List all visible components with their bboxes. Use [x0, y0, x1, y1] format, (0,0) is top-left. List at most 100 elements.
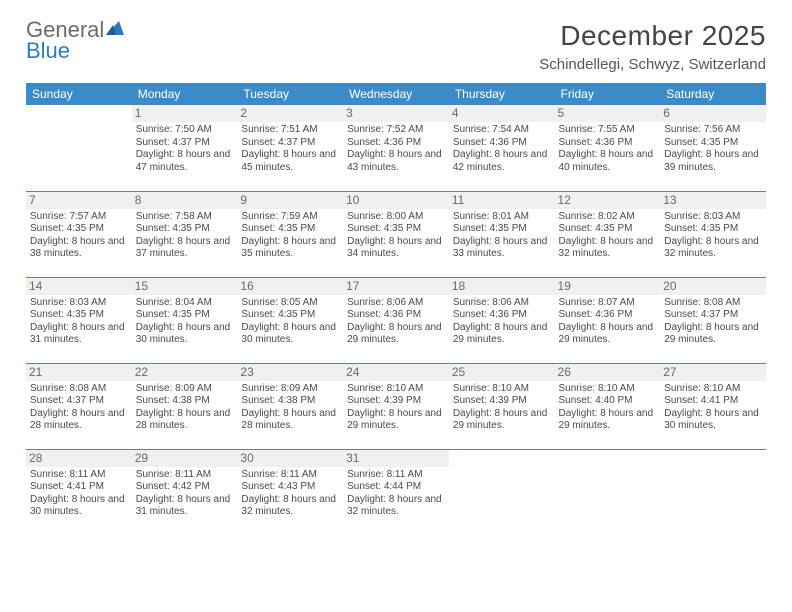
calendar-cell: 24Sunrise: 8:10 AMSunset: 4:39 PMDayligh…	[343, 363, 449, 449]
daylight-line: Daylight: 8 hours and 34 minutes.	[347, 236, 445, 261]
calendar-cell: 7Sunrise: 7:57 AMSunset: 4:35 PMDaylight…	[26, 191, 132, 277]
calendar-cell: 29Sunrise: 8:11 AMSunset: 4:42 PMDayligh…	[132, 449, 238, 535]
daylight-line: Daylight: 8 hours and 28 minutes.	[241, 408, 339, 433]
daylight-line: Daylight: 8 hours and 32 minutes.	[664, 236, 762, 261]
sunset-line: Sunset: 4:35 PM	[347, 223, 445, 236]
sunrise-line: Sunrise: 7:50 AM	[136, 124, 234, 137]
calendar-cell: 27Sunrise: 8:10 AMSunset: 4:41 PMDayligh…	[660, 363, 766, 449]
calendar-week: 1Sunrise: 7:50 AMSunset: 4:37 PMDaylight…	[26, 105, 766, 191]
day-number: 7	[26, 192, 132, 209]
sunset-line: Sunset: 4:41 PM	[664, 395, 762, 408]
day-number: 3	[343, 105, 449, 122]
daylight-line: Daylight: 8 hours and 40 minutes.	[559, 149, 657, 174]
calendar-week: 7Sunrise: 7:57 AMSunset: 4:35 PMDaylight…	[26, 191, 766, 277]
day-number: 19	[555, 278, 661, 295]
daylight-line: Daylight: 8 hours and 39 minutes.	[664, 149, 762, 174]
calendar-cell: 28Sunrise: 8:11 AMSunset: 4:41 PMDayligh…	[26, 449, 132, 535]
sunset-line: Sunset: 4:36 PM	[347, 309, 445, 322]
sunset-line: Sunset: 4:35 PM	[559, 223, 657, 236]
day-number: 23	[237, 364, 343, 381]
daylight-line: Daylight: 8 hours and 29 minutes.	[347, 322, 445, 347]
sunrise-line: Sunrise: 8:09 AM	[136, 383, 234, 396]
day-number: 27	[660, 364, 766, 381]
day-number: 13	[660, 192, 766, 209]
day-number: 17	[343, 278, 449, 295]
sunrise-line: Sunrise: 8:09 AM	[241, 383, 339, 396]
sunrise-line: Sunrise: 8:00 AM	[347, 211, 445, 224]
day-number: 20	[660, 278, 766, 295]
sunset-line: Sunset: 4:39 PM	[453, 395, 551, 408]
sunrise-line: Sunrise: 7:55 AM	[559, 124, 657, 137]
sunrise-line: Sunrise: 8:11 AM	[136, 469, 234, 482]
sunrise-line: Sunrise: 8:05 AM	[241, 297, 339, 310]
sunrise-line: Sunrise: 7:57 AM	[30, 211, 128, 224]
calendar-cell: 10Sunrise: 8:00 AMSunset: 4:35 PMDayligh…	[343, 191, 449, 277]
weekday-header: Thursday	[449, 83, 555, 105]
day-number: 4	[449, 105, 555, 122]
sunset-line: Sunset: 4:39 PM	[347, 395, 445, 408]
sunset-line: Sunset: 4:42 PM	[136, 481, 234, 494]
daylight-line: Daylight: 8 hours and 47 minutes.	[136, 149, 234, 174]
daylight-line: Daylight: 8 hours and 32 minutes.	[241, 494, 339, 519]
day-number: 1	[132, 105, 238, 122]
sunrise-line: Sunrise: 8:03 AM	[30, 297, 128, 310]
sunset-line: Sunset: 4:36 PM	[559, 137, 657, 150]
calendar-cell: 11Sunrise: 8:01 AMSunset: 4:35 PMDayligh…	[449, 191, 555, 277]
daylight-line: Daylight: 8 hours and 30 minutes.	[30, 494, 128, 519]
sunrise-line: Sunrise: 7:56 AM	[664, 124, 762, 137]
month-title: December 2025	[539, 20, 766, 52]
calendar-cell: 6 Sunrise: 7:56 AMSunset: 4:35 PMDaylight…	[660, 105, 766, 191]
daylight-line: Daylight: 8 hours and 42 minutes.	[453, 149, 551, 174]
sunrise-line: Sunrise: 8:10 AM	[664, 383, 762, 396]
daylight-line: Daylight: 8 hours and 30 minutes.	[241, 322, 339, 347]
sunrise-line: Sunrise: 7:58 AM	[136, 211, 234, 224]
daylight-line: Daylight: 8 hours and 37 minutes.	[136, 236, 234, 261]
logo-mark-icon	[106, 18, 124, 39]
sunset-line: Sunset: 4:41 PM	[30, 481, 128, 494]
sunset-line: Sunset: 4:35 PM	[241, 309, 339, 322]
weekday-header: Wednesday	[343, 83, 449, 105]
sunset-line: Sunset: 4:38 PM	[241, 395, 339, 408]
day-number: 12	[555, 192, 661, 209]
day-number: 30	[237, 450, 343, 467]
sunrise-line: Sunrise: 8:06 AM	[453, 297, 551, 310]
sunset-line: Sunset: 4:35 PM	[241, 223, 339, 236]
calendar-cell: 12Sunrise: 8:02 AMSunset: 4:35 PMDayligh…	[555, 191, 661, 277]
calendar-cell: 15Sunrise: 8:04 AMSunset: 4:35 PMDayligh…	[132, 277, 238, 363]
daylight-line: Daylight: 8 hours and 31 minutes.	[30, 322, 128, 347]
sunrise-line: Sunrise: 8:08 AM	[664, 297, 762, 310]
sunset-line: Sunset: 4:36 PM	[453, 137, 551, 150]
daylight-line: Daylight: 8 hours and 29 minutes.	[559, 322, 657, 347]
calendar-cell: 4Sunrise: 7:54 AMSunset: 4:36 PMDaylight…	[449, 105, 555, 191]
daylight-line: Daylight: 8 hours and 38 minutes.	[30, 236, 128, 261]
sunset-line: Sunset: 4:37 PM	[30, 395, 128, 408]
calendar-cell: 8Sunrise: 7:58 AMSunset: 4:35 PMDaylight…	[132, 191, 238, 277]
calendar-week: 14Sunrise: 8:03 AMSunset: 4:35 PMDayligh…	[26, 277, 766, 363]
sunrise-line: Sunrise: 8:04 AM	[136, 297, 234, 310]
daylight-line: Daylight: 8 hours and 29 minutes.	[664, 322, 762, 347]
daylight-line: Daylight: 8 hours and 29 minutes.	[453, 408, 551, 433]
sunrise-line: Sunrise: 8:01 AM	[453, 211, 551, 224]
calendar-cell	[660, 449, 766, 535]
sunrise-line: Sunrise: 8:08 AM	[30, 383, 128, 396]
sunrise-line: Sunrise: 8:11 AM	[30, 469, 128, 482]
sunset-line: Sunset: 4:44 PM	[347, 481, 445, 494]
sunset-line: Sunset: 4:35 PM	[136, 223, 234, 236]
day-number: 6	[660, 105, 766, 122]
day-number: 16	[237, 278, 343, 295]
daylight-line: Daylight: 8 hours and 43 minutes.	[347, 149, 445, 174]
sunset-line: Sunset: 4:36 PM	[453, 309, 551, 322]
sunrise-line: Sunrise: 8:10 AM	[347, 383, 445, 396]
sunset-line: Sunset: 4:37 PM	[664, 309, 762, 322]
sunset-line: Sunset: 4:35 PM	[664, 137, 762, 150]
day-number: 31	[343, 450, 449, 467]
calendar-header-row: SundayMondayTuesdayWednesdayThursdayFrid…	[26, 83, 766, 105]
calendar-cell: 3Sunrise: 7:52 AMSunset: 4:36 PMDaylight…	[343, 105, 449, 191]
calendar-cell: 13Sunrise: 8:03 AMSunset: 4:35 PMDayligh…	[660, 191, 766, 277]
sunrise-line: Sunrise: 8:06 AM	[347, 297, 445, 310]
calendar-cell: 18Sunrise: 8:06 AMSunset: 4:36 PMDayligh…	[449, 277, 555, 363]
daylight-line: Daylight: 8 hours and 29 minutes.	[347, 408, 445, 433]
daylight-line: Daylight: 8 hours and 32 minutes.	[559, 236, 657, 261]
sunrise-line: Sunrise: 7:52 AM	[347, 124, 445, 137]
sunset-line: Sunset: 4:38 PM	[136, 395, 234, 408]
